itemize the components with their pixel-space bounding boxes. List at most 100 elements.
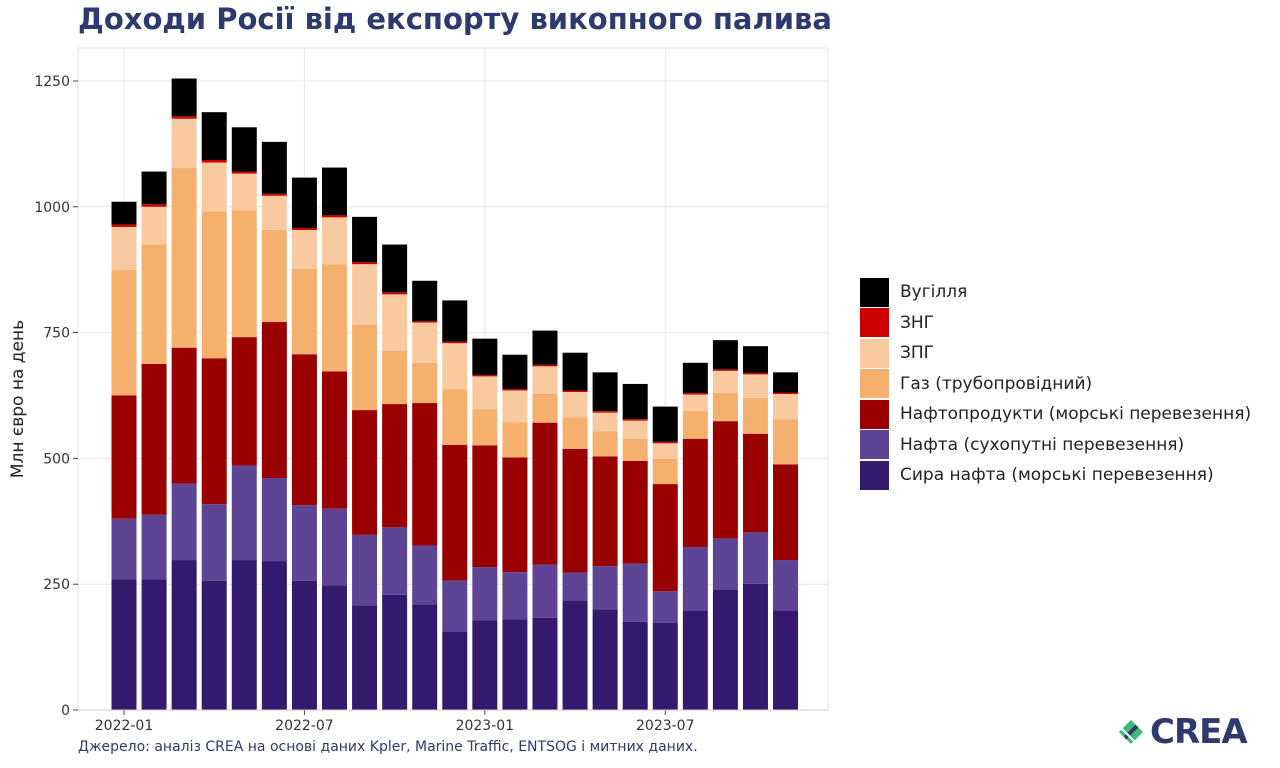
bar-segment (712, 538, 738, 590)
y-tick-label: 500 (43, 451, 70, 467)
bar-segment (472, 374, 498, 377)
bar-segment (382, 527, 408, 595)
bar-segment (111, 518, 137, 580)
y-tick-label: 250 (43, 577, 70, 593)
bar-segment (773, 610, 799, 710)
bar-segment (472, 409, 498, 446)
y-tick-label: 1250 (34, 74, 70, 90)
bar-segment (472, 338, 498, 375)
legend-label: Нафта (сухопутні перевезення) (900, 434, 1185, 455)
bar-segment (592, 372, 618, 412)
bar-segment (141, 514, 167, 580)
bar-segment (562, 417, 588, 449)
bar-segment (321, 371, 347, 509)
bar-segment (352, 534, 378, 606)
bar-segment (652, 406, 678, 442)
bar-segment (712, 369, 738, 371)
bar-segment (442, 343, 468, 390)
bar-segment (171, 347, 197, 484)
bar-segment (532, 364, 558, 367)
bar-segment (291, 268, 317, 355)
bar-segment (141, 244, 167, 364)
bar-segment (141, 204, 167, 207)
chart-legend: Вугілля ЗНГ ЗПГ Газ (трубопровідний) Нафтопр… (860, 277, 1251, 491)
legend-label: Газ (трубопровідний) (900, 373, 1093, 394)
bar-segment (682, 362, 708, 393)
bar-segment (412, 322, 438, 363)
bar-segment (412, 604, 438, 710)
bar-segment (412, 403, 438, 546)
bar-segment (682, 438, 708, 547)
bar-segment (291, 505, 317, 581)
y-tick-label: 1000 (34, 200, 70, 216)
bar-segment (111, 579, 137, 710)
bar-segment (742, 398, 768, 434)
bar-segment (773, 393, 799, 420)
bar-segment (141, 363, 167, 515)
bar-segment (592, 412, 618, 432)
bar-segment (773, 372, 799, 393)
bar-segment (532, 617, 558, 710)
bar-segment (502, 572, 528, 620)
bar-segment (231, 337, 257, 466)
bar-segment (171, 78, 197, 117)
bar-segment (382, 350, 408, 405)
bar-segment (321, 508, 347, 586)
bar-segment (352, 264, 378, 325)
legend-label: Сира нафта (морські перевезення) (900, 465, 1214, 486)
bar-segment (773, 560, 799, 611)
bar-segment (111, 269, 137, 396)
bar-segment (652, 622, 678, 710)
legend-item: Нафтопродукти (морські перевезення) (860, 399, 1251, 430)
bar-segment (742, 532, 768, 584)
source-note: Джерело: аналіз CREA на основі даних Kpl… (78, 739, 698, 755)
bar-segment (652, 591, 678, 623)
y-axis-label: Млн євро на день (8, 320, 28, 478)
bar-segment (261, 322, 287, 479)
bar-segment (321, 215, 347, 218)
bar-segment (442, 580, 468, 633)
legend-swatch (860, 308, 889, 338)
bar-segment (201, 211, 227, 359)
bar-segment (201, 160, 227, 163)
bar-segment (321, 585, 347, 710)
x-tick-label: 2023-07 (636, 718, 695, 734)
bar-segment (352, 262, 378, 265)
bar-segment (592, 456, 618, 567)
bar-segment (712, 421, 738, 539)
x-tick-label: 2023-01 (456, 718, 515, 734)
legend-swatch (860, 369, 889, 399)
bar-segment (682, 394, 708, 412)
bar-segment (472, 567, 498, 621)
bar-segment (502, 390, 528, 423)
bar-segment (111, 226, 137, 270)
bar-segment (502, 619, 528, 710)
bar-segment (442, 444, 468, 581)
bar-segment (111, 224, 137, 227)
bar-segment (592, 566, 618, 610)
bar-segment (291, 177, 317, 228)
bar-segment (622, 419, 648, 421)
bar-segment (773, 464, 799, 561)
x-tick-label: 2022-01 (95, 718, 154, 734)
bar-segment (742, 372, 768, 375)
bar-segment (201, 580, 227, 710)
bar-segment (592, 431, 618, 457)
bar-segment (502, 457, 528, 573)
bar-segment (622, 563, 648, 622)
legend-item: Нафта (сухопутні перевезення) (860, 430, 1251, 461)
bar-segment (442, 341, 468, 344)
bar-segment (291, 227, 317, 230)
bar-segment (231, 173, 257, 211)
bar-segment (382, 292, 408, 295)
bar-segment (261, 478, 287, 562)
bar-segment (291, 354, 317, 506)
bar-segment (171, 168, 197, 348)
legend-swatch (860, 277, 889, 307)
bar-segment (261, 561, 287, 710)
bar-segment (171, 483, 197, 561)
bar-segment (352, 324, 378, 411)
x-tick-label: 2022-07 (275, 718, 334, 734)
bar-segment (532, 330, 558, 365)
